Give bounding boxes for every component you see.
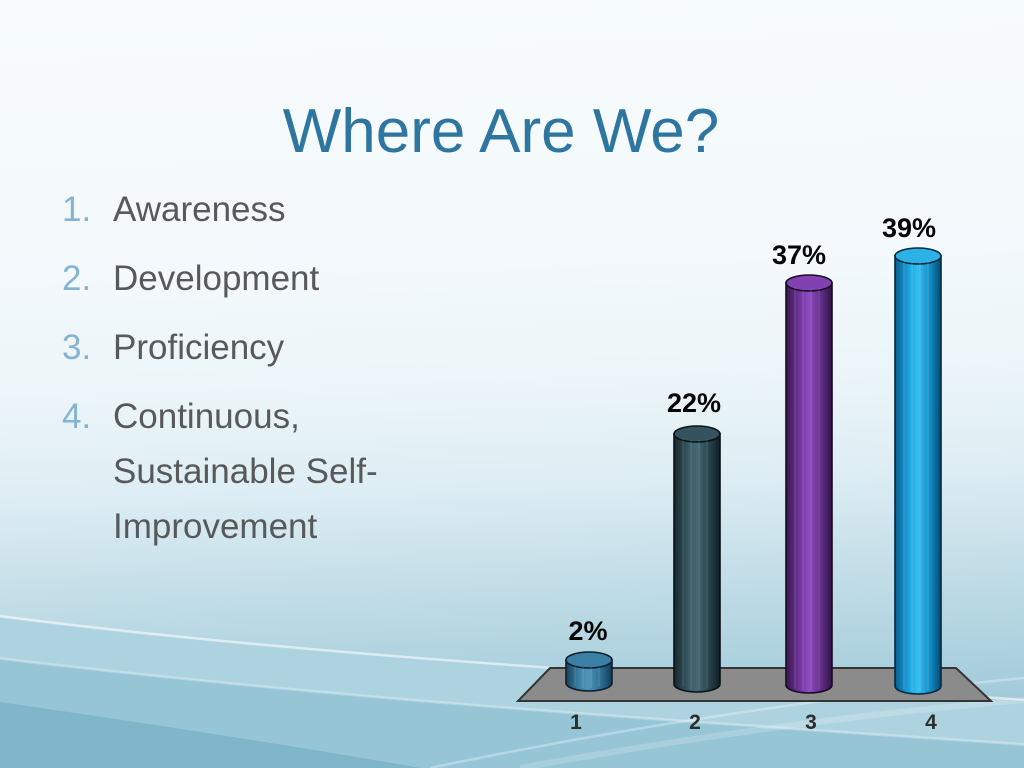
bar-cylinder-4 (894, 247, 942, 695)
bar-value-label-1: 2% (568, 616, 607, 646)
bar-top-ellipse (565, 651, 613, 669)
bar-body (785, 282, 833, 694)
list-item: 4. Continuous, Sustainable Self-Improvem… (62, 389, 482, 554)
wave-band-corner (0, 702, 420, 768)
bar-body (894, 255, 942, 695)
list-item-text: Continuous, Sustainable Self-Improvement (113, 397, 378, 546)
bar-cylinder-2 (673, 425, 721, 693)
bar-body (673, 433, 721, 693)
bar-ribs (794, 287, 820, 690)
bar-ribs (682, 438, 708, 689)
bar-cylinder-3 (785, 274, 833, 694)
category-label-2: 2 (689, 711, 701, 734)
category-label-1: 1 (570, 711, 582, 734)
list-item-text: Awareness (113, 190, 286, 229)
wave-highlight-mid (0, 657, 1024, 745)
bar-top-ellipse (894, 247, 942, 265)
bar-value-label-2: 22% (667, 388, 721, 418)
list-item: 3. Proficiency (62, 320, 482, 375)
category-label-3: 3 (805, 711, 817, 734)
list-item: 1. Awareness (62, 182, 482, 237)
list-item-number: 3. (62, 328, 92, 367)
slide-title: Where Are We? (282, 97, 720, 166)
bullet-list: 1. Awareness 2. Development 3. Proficien… (62, 182, 482, 568)
list-item-number: 4. (62, 397, 92, 436)
bar-cylinder-1 (565, 651, 613, 692)
list-item-number: 1. (62, 190, 92, 229)
category-label-4: 4 (925, 711, 937, 734)
bar-ribs (903, 260, 929, 691)
list-item-text: Development (113, 259, 320, 298)
bar-ribs (574, 666, 600, 688)
bar-value-label-4: 39% (882, 213, 936, 243)
bar-top-ellipse (673, 425, 721, 443)
bar-top-ellipse (785, 274, 833, 292)
wave-streak-right-soft (519, 697, 1024, 768)
list-item: 2. Development (62, 251, 482, 306)
list-item-text: Proficiency (113, 328, 285, 367)
bar-value-label-3: 37% (772, 240, 826, 270)
list-item-number: 2. (62, 259, 92, 298)
